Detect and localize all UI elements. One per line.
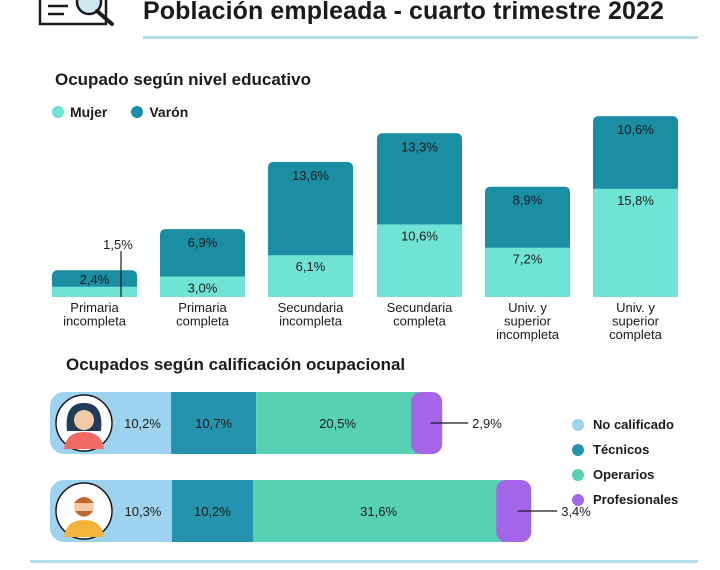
bar-varon-secundaria-incompleta <box>268 162 353 264</box>
legend-swatch-operarios <box>572 468 584 481</box>
avatar-hair-varon <box>74 497 94 503</box>
label-varon-univ-y-superior-incompleta: 8,9% <box>513 193 543 208</box>
label-profesionales-mujer: 2,9% <box>472 416 502 431</box>
bar-mujer-secundaria-completa <box>377 224 462 297</box>
bar-mujer-secundaria-incompleta <box>268 255 353 297</box>
legend-swatch-no-calificado <box>572 418 584 431</box>
category-label-primaria-completa-0: Primaria <box>178 300 227 315</box>
category-label-univ-y-superior-completa-0: Univ. y <box>616 300 655 315</box>
bar-mujer-univ-y-superior-completa <box>593 188 678 297</box>
bar-varon-univ-y-superior-incompleta <box>485 186 570 256</box>
legend-label-mujer: Mujer <box>70 104 108 120</box>
label-varon-secundaria-completa: 13,3% <box>401 139 438 154</box>
legend-label-profesionales: Profesionales <box>593 492 679 507</box>
bar-profesionales-mujer <box>411 392 443 454</box>
label-varon-univ-y-superior-completa: 10,6% <box>617 122 654 137</box>
label-mujer-primaria-completa: 3,0% <box>188 280 218 295</box>
bar-mujer-primaria-completa <box>160 276 245 297</box>
bar-tecnicos-varon <box>171 480 253 542</box>
legend-item-tecnicos: Técnicos <box>572 437 678 462</box>
label-profesionales-varon: 3,4% <box>561 504 591 519</box>
magnifier-document-icon <box>38 0 114 26</box>
category-label-primaria-completa-1: completa <box>176 314 230 329</box>
bar-profesionales-varon <box>496 480 532 542</box>
label-varon-primaria-completa: 6,9% <box>188 235 218 250</box>
education-legend: Mujer Varón <box>52 104 188 120</box>
legend-swatch-mujer <box>52 106 64 118</box>
category-label-secundaria-incompleta-0: Secundaria <box>278 300 345 315</box>
occupation-legend: No calificado Técnicos Operarios Profesi… <box>572 412 678 512</box>
education-chart-title: Ocupado según nivel educativo <box>55 70 311 89</box>
label-mujer-primaria-incompleta: 1,5% <box>103 237 133 252</box>
category-label-univ-y-superior-completa-1: superior <box>612 314 660 329</box>
category-label-secundaria-completa-1: completa <box>393 314 447 329</box>
label-no-calificado-varon: 10,3% <box>125 504 162 519</box>
label-operarios-varon: 31,6% <box>360 504 397 519</box>
category-label-univ-y-superior-completa-2: completa <box>609 327 663 342</box>
bar-tecnicos-mujer <box>171 392 257 454</box>
man-avatar-icon <box>55 482 113 540</box>
label-varon-secundaria-incompleta: 13,6% <box>292 168 329 183</box>
bar-mujer-univ-y-superior-incompleta <box>485 247 570 297</box>
bar-varon-primaria-completa <box>160 229 245 285</box>
legend-item-no-calificado: No calificado <box>572 412 678 437</box>
bar-operarios-varon <box>252 480 505 542</box>
bar-varon-secundaria-completa <box>377 133 462 233</box>
label-mujer-secundaria-completa: 10,6% <box>401 228 438 243</box>
category-label-univ-y-superior-incompleta-0: Univ. y <box>508 300 547 315</box>
category-label-univ-y-superior-incompleta-1: superior <box>504 314 552 329</box>
legend-label-varon: Varón <box>149 104 189 120</box>
woman-avatar-icon <box>55 394 113 452</box>
category-label-primaria-incompleta-1: incompleta <box>63 314 127 329</box>
bar-operarios-mujer <box>256 392 420 454</box>
category-label-univ-y-superior-incompleta-2: incompleta <box>496 327 560 342</box>
occupation-chart-title: Ocupados según calificación ocupacional <box>66 355 406 374</box>
label-operarios-mujer: 20,5% <box>319 416 356 431</box>
legend-label-tecnicos: Técnicos <box>593 442 650 457</box>
legend-item-profesionales: Profesionales <box>572 487 678 512</box>
avatar-body-mujer <box>64 432 104 449</box>
avatar-body-varon <box>64 520 104 537</box>
category-label-secundaria-completa-0: Secundaria <box>387 300 454 315</box>
legend-swatch-profesionales <box>572 493 584 506</box>
legend-swatch-tecnicos <box>572 443 584 456</box>
legend-label-operarios: Operarios <box>593 467 655 482</box>
category-label-primaria-incompleta-0: Primaria <box>70 300 119 315</box>
label-mujer-univ-y-superior-completa: 15,8% <box>617 193 654 208</box>
label-mujer-secundaria-incompleta: 6,1% <box>296 259 326 274</box>
bottom-divider <box>30 560 698 563</box>
legend-item-varon: Varón <box>131 104 188 120</box>
legend-item-operarios: Operarios <box>572 462 678 487</box>
bar-mujer-primaria-incompleta <box>52 286 137 297</box>
bar-varon-univ-y-superior-completa <box>593 116 678 197</box>
label-mujer-univ-y-superior-incompleta: 7,2% <box>513 252 543 267</box>
page-title: Población empleada - cuarto trimestre 20… <box>143 0 665 25</box>
label-tecnicos-varon: 10,2% <box>194 504 231 519</box>
category-label-secundaria-incompleta-1: incompleta <box>279 314 343 329</box>
label-tecnicos-mujer: 10,7% <box>195 416 232 431</box>
label-varon-primaria-incompleta: 2,4% <box>80 272 110 287</box>
avatar-face-mujer <box>74 410 94 430</box>
avatar-beard-varon <box>75 511 93 517</box>
title-divider <box>143 36 698 39</box>
legend-label-no-calificado: No calificado <box>593 417 674 432</box>
label-no-calificado-mujer: 10,2% <box>124 416 161 431</box>
legend-item-mujer: Mujer <box>52 104 107 120</box>
legend-swatch-varon <box>131 106 144 118</box>
